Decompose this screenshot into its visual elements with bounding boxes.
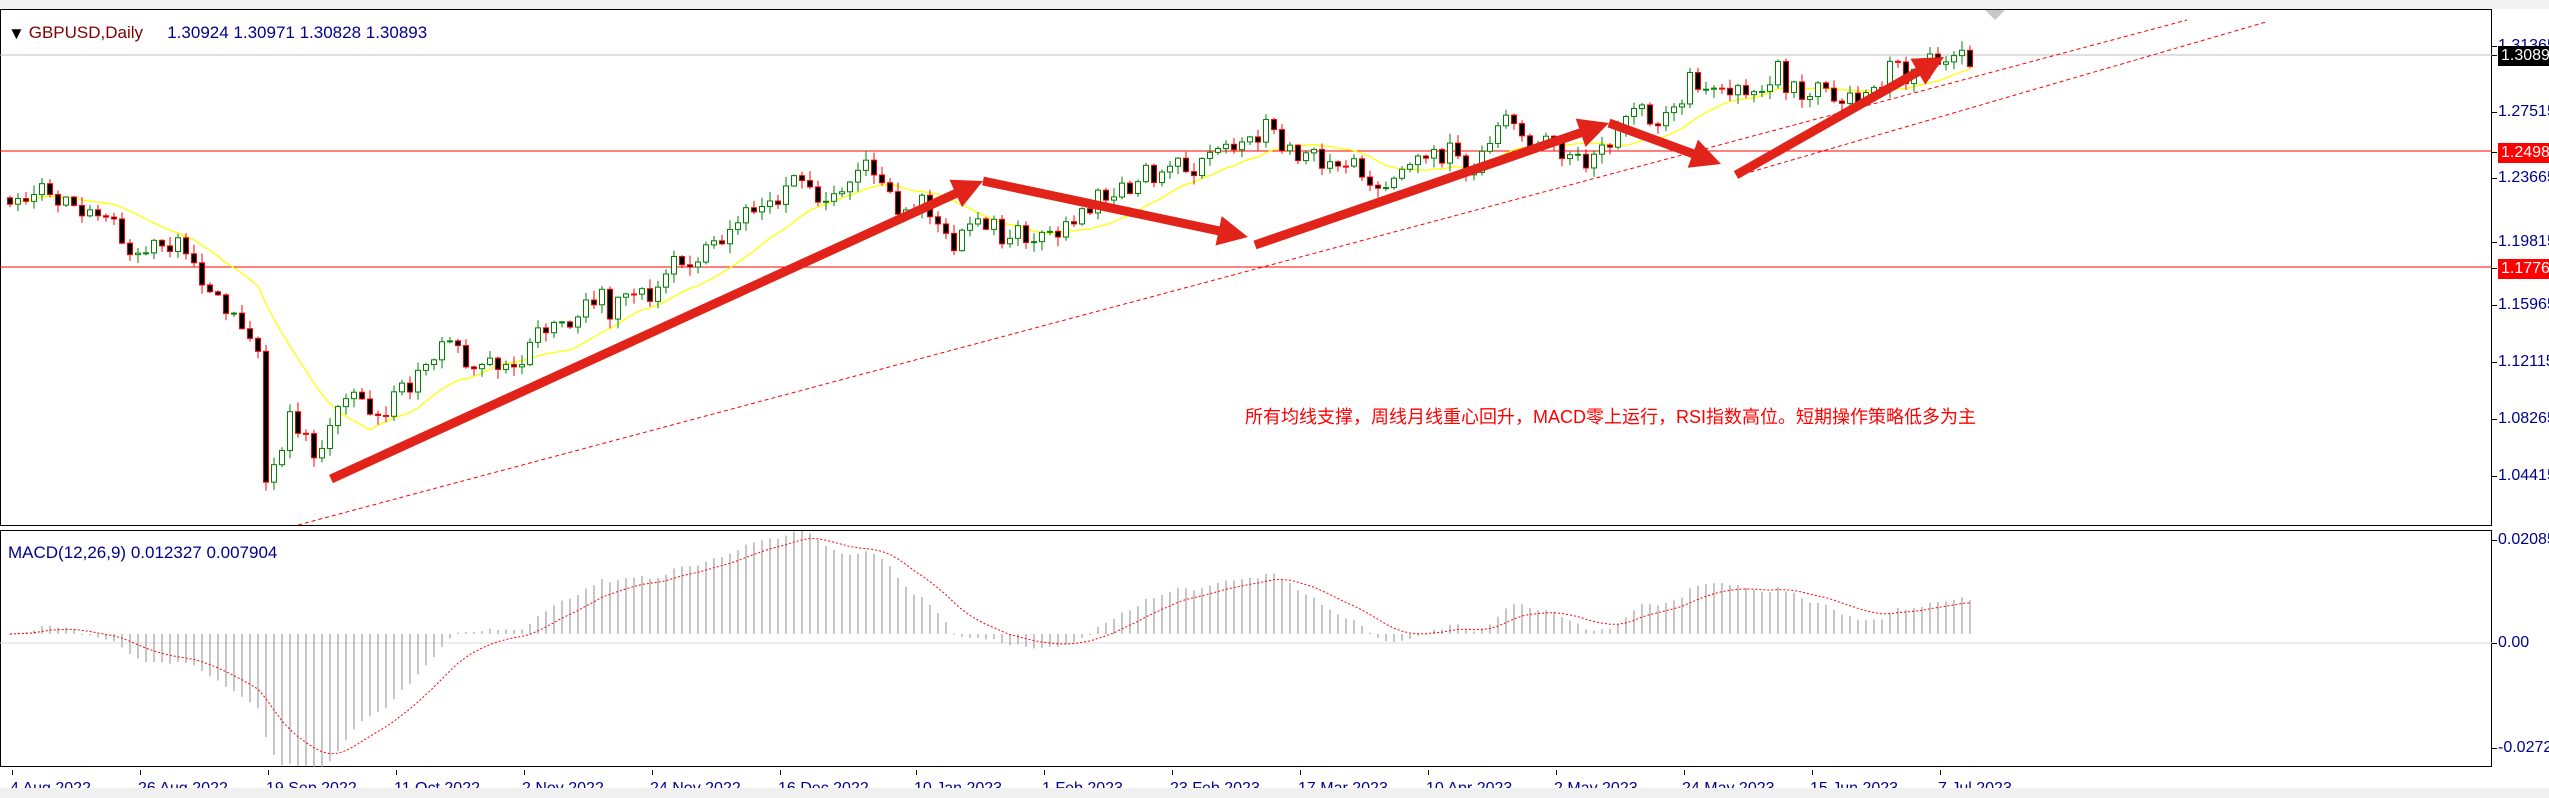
svg-text:所有均线支撑，周线月线重心回升，MACD零上运行，RSI指数: 所有均线支撑，周线月线重心回升，MACD零上运行，RSI指数高位。短期操作策略低… xyxy=(1245,407,1976,427)
